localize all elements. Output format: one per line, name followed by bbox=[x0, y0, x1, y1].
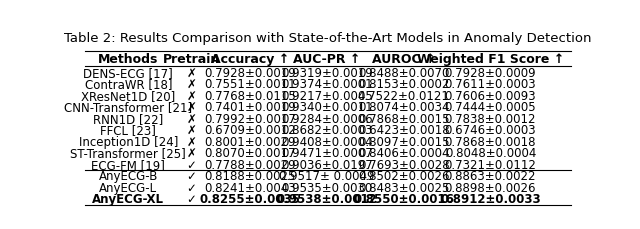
Text: 0.8406±0.0004: 0.8406±0.0004 bbox=[358, 147, 449, 160]
Text: 0.6423±0.0018: 0.6423±0.0018 bbox=[358, 124, 449, 137]
Text: 0.8074±0.0034: 0.8074±0.0034 bbox=[358, 101, 449, 114]
Text: XResNet1D [20]: XResNet1D [20] bbox=[81, 89, 175, 102]
Text: 0.8898±0.0026: 0.8898±0.0026 bbox=[445, 181, 536, 194]
Text: ✗: ✗ bbox=[187, 66, 196, 79]
Text: ContraWR [18]: ContraWR [18] bbox=[84, 78, 172, 91]
Text: 0.8001±0.0029: 0.8001±0.0029 bbox=[204, 135, 296, 148]
Text: 0.8097±0.0015: 0.8097±0.0015 bbox=[358, 135, 449, 148]
Text: DENS-ECG [17]: DENS-ECG [17] bbox=[83, 66, 173, 79]
Text: 0.7693±0.0028: 0.7693±0.0028 bbox=[358, 158, 449, 171]
Text: 0.9408±0.0004: 0.9408±0.0004 bbox=[281, 135, 372, 148]
Text: AnyECG-L: AnyECG-L bbox=[99, 181, 157, 194]
Text: 0.7444±0.0005: 0.7444±0.0005 bbox=[445, 101, 536, 114]
Text: 0.7992±0.0017: 0.7992±0.0017 bbox=[204, 112, 296, 125]
Text: Methods: Methods bbox=[98, 53, 159, 66]
Text: 0.9517± 0.0049: 0.9517± 0.0049 bbox=[279, 169, 374, 183]
Text: 0.8070±0.0017: 0.8070±0.0017 bbox=[204, 147, 296, 160]
Text: ✗: ✗ bbox=[187, 112, 196, 125]
Text: 0.8153±0.0002: 0.8153±0.0002 bbox=[358, 78, 449, 91]
Text: 0.9340±0.0011: 0.9340±0.0011 bbox=[281, 101, 372, 114]
Text: 0.8502±0.0026: 0.8502±0.0026 bbox=[358, 169, 449, 183]
Text: 0.7522±0.0121: 0.7522±0.0121 bbox=[358, 89, 449, 102]
Text: ✓: ✓ bbox=[187, 158, 196, 171]
Text: Inception1D [24]: Inception1D [24] bbox=[79, 135, 178, 148]
Text: 0.9217±0.0045: 0.9217±0.0045 bbox=[281, 89, 372, 102]
Text: 0.7928±0.0019: 0.7928±0.0019 bbox=[204, 66, 296, 79]
Text: 0.8483±0.0025: 0.8483±0.0025 bbox=[358, 181, 449, 194]
Text: 0.7868±0.0015: 0.7868±0.0015 bbox=[358, 112, 449, 125]
Text: 0.9374±0.0001: 0.9374±0.0001 bbox=[281, 78, 372, 91]
Text: 0.9284±0.0006: 0.9284±0.0006 bbox=[281, 112, 372, 125]
Text: ECG-FM [19]: ECG-FM [19] bbox=[92, 158, 165, 171]
Text: 0.8863±0.0022: 0.8863±0.0022 bbox=[445, 169, 536, 183]
Text: 0.6746±0.0003: 0.6746±0.0003 bbox=[445, 124, 536, 137]
Text: 0.8488±0.0070: 0.8488±0.0070 bbox=[358, 66, 449, 79]
Text: Accuracy ↑: Accuracy ↑ bbox=[211, 53, 289, 66]
Text: 0.8241±0.0043: 0.8241±0.0043 bbox=[204, 181, 296, 194]
Text: ✗: ✗ bbox=[187, 89, 196, 102]
Text: AnyECG-XL: AnyECG-XL bbox=[92, 193, 164, 205]
Text: ✗: ✗ bbox=[187, 135, 196, 148]
Text: 0.8682±0.0003: 0.8682±0.0003 bbox=[281, 124, 372, 137]
Text: ✗: ✗ bbox=[187, 78, 196, 91]
Text: 0.7401±0.0019: 0.7401±0.0019 bbox=[204, 101, 296, 114]
Text: 0.9471±0.0007: 0.9471±0.0007 bbox=[281, 147, 372, 160]
Text: 0.7868±0.0018: 0.7868±0.0018 bbox=[445, 135, 536, 148]
Text: ST-Transformer [25]: ST-Transformer [25] bbox=[70, 147, 186, 160]
Text: 0.7611±0.0003: 0.7611±0.0003 bbox=[445, 78, 536, 91]
Text: 0.8550±0.0016: 0.8550±0.0016 bbox=[353, 193, 454, 205]
Text: AnyECG-B: AnyECG-B bbox=[99, 169, 158, 183]
Text: CNN-Transformer [21]: CNN-Transformer [21] bbox=[64, 101, 193, 114]
Text: 0.8255±0.0035: 0.8255±0.0035 bbox=[200, 193, 300, 205]
Text: ✓: ✓ bbox=[187, 169, 196, 183]
Text: ✗: ✗ bbox=[187, 147, 196, 160]
Text: 0.7838±0.0012: 0.7838±0.0012 bbox=[445, 112, 536, 125]
Text: 0.9319±0.0019: 0.9319±0.0019 bbox=[281, 66, 372, 79]
Text: Pretrain: Pretrain bbox=[163, 53, 220, 66]
Text: FFCL [23]: FFCL [23] bbox=[100, 124, 156, 137]
Text: AUC-PR ↑: AUC-PR ↑ bbox=[293, 53, 360, 66]
Text: RNN1D [22]: RNN1D [22] bbox=[93, 112, 163, 125]
Text: 0.8912±0.0033: 0.8912±0.0033 bbox=[440, 193, 541, 205]
Text: 0.8048±0.0004: 0.8048±0.0004 bbox=[445, 147, 536, 160]
Text: ✗: ✗ bbox=[187, 124, 196, 137]
Text: 0.7321±0.0112: 0.7321±0.0112 bbox=[445, 158, 536, 171]
Text: 0.7768±0.0115: 0.7768±0.0115 bbox=[204, 89, 296, 102]
Text: ✓: ✓ bbox=[187, 181, 196, 194]
Text: ✗: ✗ bbox=[187, 101, 196, 114]
Text: 0.7551±0.0011: 0.7551±0.0011 bbox=[204, 78, 296, 91]
Text: 0.7606±0.0093: 0.7606±0.0093 bbox=[445, 89, 536, 102]
Text: 0.9036±0.0197: 0.9036±0.0197 bbox=[281, 158, 372, 171]
Text: AUROC ↑: AUROC ↑ bbox=[372, 53, 435, 66]
Text: 0.9538±0.0012: 0.9538±0.0012 bbox=[276, 193, 377, 205]
Text: 0.7928±0.0009: 0.7928±0.0009 bbox=[445, 66, 536, 79]
Text: 0.9535±0.0030: 0.9535±0.0030 bbox=[281, 181, 372, 194]
Text: 0.8188±0.0025: 0.8188±0.0025 bbox=[204, 169, 296, 183]
Text: ✓: ✓ bbox=[187, 193, 196, 205]
Text: 0.6709±0.0012: 0.6709±0.0012 bbox=[204, 124, 296, 137]
Text: Table 2: Results Comparison with State-of-the-Art Models in Anomaly Detection: Table 2: Results Comparison with State-o… bbox=[64, 32, 592, 45]
Text: 0.7788±0.0029: 0.7788±0.0029 bbox=[204, 158, 296, 171]
Text: Weighted F1 Score ↑: Weighted F1 Score ↑ bbox=[417, 53, 564, 66]
